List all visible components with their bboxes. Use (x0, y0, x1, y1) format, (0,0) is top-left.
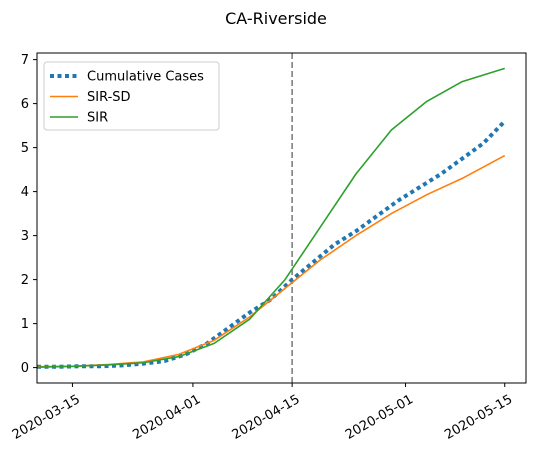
series-line-cumulative-cases (37, 119, 507, 369)
legend-label: Cumulative Cases (87, 70, 204, 85)
series-line-sir (36, 67, 505, 368)
x-tick-label: 2020-05-01 (343, 392, 416, 443)
y-tick-label: 2 (21, 273, 29, 288)
y-tick-label: 4 (21, 185, 29, 200)
y-tick-label: 3 (21, 229, 29, 244)
x-tick-label: 2020-03-15 (10, 392, 83, 443)
legend-label: SIR-SD (87, 90, 131, 105)
series-line-sir-sd (36, 154, 506, 368)
legend-box (43, 61, 220, 131)
legend: Cumulative Cases SIR-SD SIR (43, 61, 220, 131)
plot-frame (36, 52, 527, 384)
x-tick-label: 2020-05-15 (442, 392, 515, 443)
y-tick-label: 6 (21, 97, 29, 112)
y-tick-label: 0 (21, 361, 29, 376)
y-tick-label: 7 (21, 53, 29, 68)
plot-area (36, 53, 507, 383)
y-tick-label: 1 (21, 317, 29, 332)
x-tick-label: 2020-04-15 (230, 392, 303, 443)
x-tick-label: 2020-04-01 (130, 392, 203, 443)
chart-title: CA-Riverside (225, 9, 327, 28)
legend-label: SIR (87, 111, 108, 126)
y-tick-label: 5 (21, 141, 29, 156)
